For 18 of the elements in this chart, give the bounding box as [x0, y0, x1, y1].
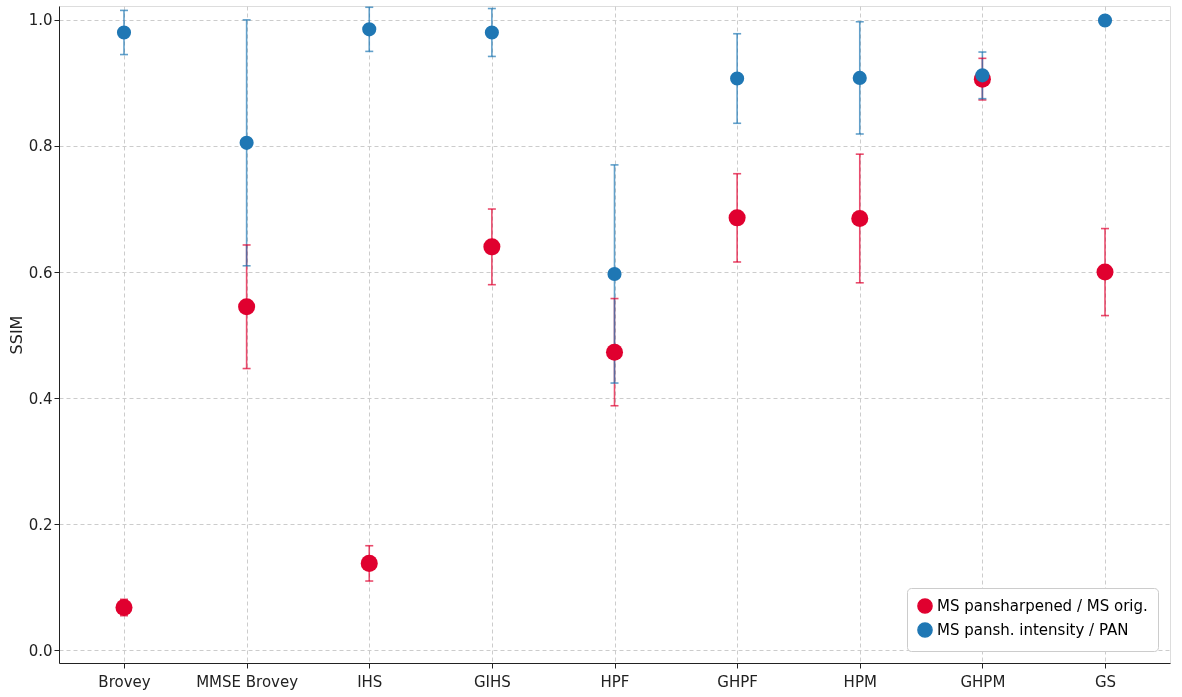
x-tick-label: GS: [1094, 672, 1117, 691]
x-tick-label: GHPF: [717, 672, 758, 691]
x-tick-label: MMSE Brovey: [196, 672, 299, 691]
y-tick-label: 0.8: [28, 137, 53, 156]
y-tick-label: 1.0: [28, 11, 53, 30]
x-tick-label: Brovey: [98, 672, 151, 691]
y-axis-title: SSIM: [6, 315, 26, 355]
legend-label: MS pansharpened / MS orig.: [937, 597, 1148, 615]
y-tick-label: 0.2: [28, 515, 53, 534]
x-tick-label: IHS: [357, 672, 383, 691]
x-tick-label: GIHS: [473, 672, 511, 691]
y-tick-label: 0.6: [28, 263, 53, 282]
x-tick-label: GHPM: [960, 672, 1006, 691]
y-tick-label: 0.4: [28, 389, 53, 408]
x-tick-label: HPM: [843, 672, 877, 691]
x-tick-label: HPF: [600, 672, 630, 691]
y-tick-label: 0.0: [28, 641, 53, 660]
legend-label: MS pansh. intensity / PAN: [937, 621, 1129, 639]
